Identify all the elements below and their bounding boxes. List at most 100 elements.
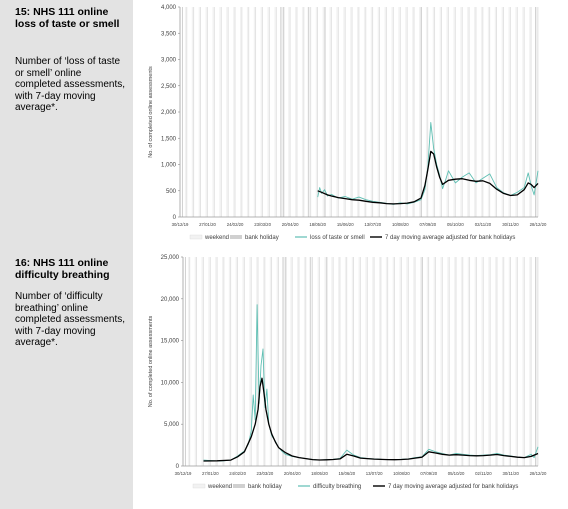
x-tick-label: 24/02/20: [227, 222, 244, 227]
x-tick-label: 30/11/20: [502, 471, 519, 476]
weekend-band: [460, 7, 463, 217]
weekend-band: [295, 7, 298, 217]
weekend-band: [249, 257, 252, 466]
weekend-band: [331, 257, 334, 466]
section-15-title: 15: NHS 111 online loss of taste or smel…: [15, 6, 120, 30]
weekend-band: [446, 7, 449, 217]
weekend-band: [454, 257, 457, 466]
weekend-band: [365, 257, 368, 466]
weekend-band: [246, 7, 249, 217]
weekend-band: [329, 7, 332, 217]
bank-holiday-band: [282, 257, 284, 466]
weekend-band: [322, 7, 325, 217]
weekend-band: [212, 7, 215, 217]
section-16-description: Number of ‘difficulty breathing’ online …: [15, 291, 126, 348]
weekend-band: [242, 257, 245, 466]
weekend-band: [194, 257, 197, 466]
moving-average-line: [317, 150, 539, 205]
weekend-band: [413, 257, 416, 466]
weekend-band: [281, 7, 284, 217]
weekend-band: [253, 7, 256, 217]
bank-holiday-band: [285, 257, 287, 466]
y-tick-label: 25,000: [161, 255, 180, 261]
weekend-band: [208, 257, 211, 466]
weekend-band: [301, 7, 304, 217]
legend-weekend-swatch: [189, 234, 203, 240]
weekend-band: [480, 7, 483, 217]
bank-holiday-band: [326, 257, 328, 466]
weekend-band: [187, 257, 190, 466]
y-tick-label: 15,000: [161, 339, 180, 345]
legend-daily-label: difficulty breathing: [313, 484, 361, 490]
x-tick-label: 05/10/20: [447, 222, 464, 227]
weekend-band: [315, 7, 318, 217]
weekend-band: [235, 257, 238, 466]
bank-holiday-band: [309, 257, 311, 466]
legend-weekend-swatch: [192, 483, 206, 489]
weekend-band: [351, 257, 354, 466]
weekend-band: [474, 257, 477, 466]
weekend-band: [343, 7, 346, 217]
y-tick-label: 3,500: [161, 31, 177, 37]
weekend-band: [433, 257, 436, 466]
weekend-band: [508, 257, 511, 466]
x-tick-label: 15/06/20: [337, 222, 354, 227]
x-tick-label: 23/03/20: [254, 222, 271, 227]
weekend-band: [303, 257, 306, 466]
y-tick-label: 10,000: [161, 380, 180, 386]
bank-holiday-band: [280, 7, 282, 217]
y-tick-label: 2,500: [161, 84, 177, 90]
weekend-band: [260, 7, 263, 217]
x-tick-label: 05/10/20: [448, 471, 465, 476]
bank-holiday-band: [535, 7, 537, 217]
legend-bank-holiday-swatch: [230, 235, 242, 239]
weekend-band: [460, 257, 463, 466]
weekend-band: [529, 7, 532, 217]
x-tick-label: 28/12/20: [530, 471, 547, 476]
x-tick-label: 13/07/20: [366, 471, 383, 476]
weekend-band: [274, 7, 277, 217]
y-tick-label: 0: [176, 464, 180, 470]
weekend-band: [418, 7, 421, 217]
weekend-band: [536, 7, 538, 217]
weekend-band: [358, 257, 361, 466]
y-tick-label: 2,000: [161, 110, 177, 116]
x-tick-label: 28/12/20: [530, 222, 547, 227]
weekend-band: [370, 7, 373, 217]
weekend-band: [310, 257, 313, 466]
legend-weekend-label: weekend: [204, 235, 229, 241]
weekend-band: [501, 7, 504, 217]
x-tick-label: 27/01/20: [199, 222, 216, 227]
weekend-band: [487, 7, 490, 217]
bank-holiday-band: [535, 257, 537, 466]
y-tick-label: 500: [166, 189, 177, 195]
bank-holiday-band: [283, 7, 285, 217]
x-tick-label: 27/01/20: [202, 471, 219, 476]
y-axis-label: No. of completed online assessments: [148, 316, 154, 408]
weekend-band: [495, 257, 498, 466]
weekend-band: [290, 257, 293, 466]
weekend-band: [338, 257, 341, 466]
weekend-band: [219, 7, 222, 217]
weekend-band: [357, 7, 359, 217]
weekend-band: [191, 7, 194, 217]
weekend-band: [494, 7, 497, 217]
weekend-band: [336, 7, 339, 217]
x-tick-label: 10/08/20: [393, 471, 410, 476]
y-tick-label: 20,000: [161, 297, 180, 303]
weekend-band: [269, 257, 272, 466]
section-16-title: 16: NHS 111 online difficulty breathing: [15, 257, 110, 281]
x-tick-label: 10/08/20: [392, 222, 409, 227]
weekend-band: [228, 257, 231, 466]
weekend-band: [344, 257, 347, 466]
bank-holiday-band: [181, 7, 183, 217]
x-tick-label: 20/04/20: [284, 471, 301, 476]
x-tick-label: 30/11/20: [502, 222, 519, 227]
x-tick-label: 07/09/20: [419, 222, 436, 227]
daily-series-line: [203, 304, 539, 462]
weekend-band: [391, 7, 394, 217]
legend-bank-holiday-label: bank holiday: [248, 484, 282, 490]
x-tick-label: 07/09/20: [420, 471, 437, 476]
moving-average-line: [203, 377, 539, 462]
legend-weekend-label: weekend: [207, 484, 232, 490]
